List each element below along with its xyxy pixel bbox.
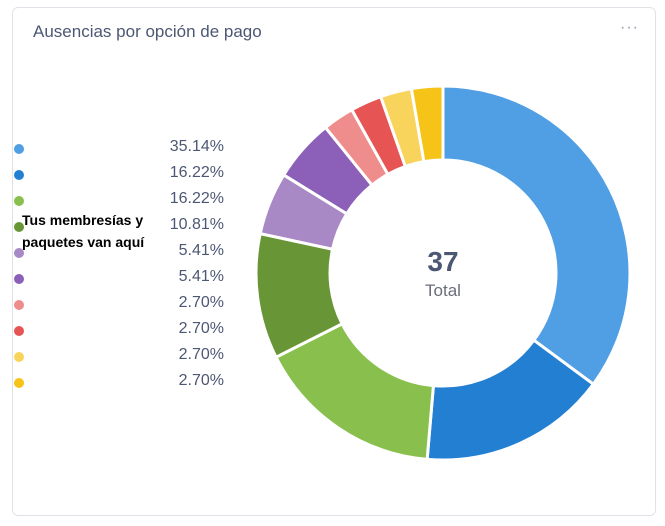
legend-color-dot: [14, 274, 24, 284]
donut-slice[interactable]: [409, 84, 445, 164]
legend-item[interactable]: 2.70%: [14, 292, 224, 318]
legend-percent: 2.70%: [178, 320, 224, 337]
legend-color-dot: [14, 300, 24, 310]
total-value: 37: [427, 246, 459, 277]
legend-percent: 16.22%: [169, 164, 224, 181]
card-title: Ausencias por opción de pago: [33, 22, 262, 41]
legend-percent: 2.70%: [178, 294, 224, 311]
legend-color-dot: [14, 222, 24, 232]
donut-slice[interactable]: [441, 84, 632, 387]
membership-note: Tus membresías y paquetes van aquí: [22, 212, 145, 250]
legend-percent: 16.22%: [169, 190, 224, 207]
total-label: Total: [425, 281, 461, 300]
legend-item[interactable]: 16.22%: [14, 188, 224, 214]
legend-color-dot: [14, 326, 24, 336]
legend-color-dot: [14, 378, 24, 388]
legend-color-dot: [14, 352, 24, 362]
legend-item[interactable]: 2.70%: [14, 318, 224, 344]
legend-item[interactable]: 16.22%: [14, 162, 224, 188]
legend-item[interactable]: 10.81%: [14, 214, 224, 240]
legend-percent: 2.70%: [178, 346, 224, 363]
chart-card: Ausencias por opción de pago ···: [12, 7, 656, 516]
legend-percent: 5.41%: [178, 268, 224, 285]
legend-item[interactable]: 5.41%: [14, 240, 224, 266]
legend-percent: 2.70%: [178, 372, 224, 389]
legend-percent: 5.41%: [178, 242, 224, 259]
legend-item[interactable]: 5.41%: [14, 266, 224, 292]
legend-percent: 35.14%: [169, 138, 224, 155]
more-options-icon[interactable]: ···: [620, 19, 639, 36]
legend-percent: 10.81%: [169, 216, 224, 233]
legend-color-dot: [14, 196, 24, 206]
legend-color-dot: [14, 170, 24, 180]
legend-item[interactable]: 35.14%: [14, 136, 224, 162]
legend-item[interactable]: 2.70%: [14, 370, 224, 396]
chart-legend: 35.14% 16.22% 16.22% 10.81% 5.41% 5.41% 2.70% 2…: [14, 136, 224, 396]
legend-item[interactable]: 2.70%: [14, 344, 224, 370]
legend-color-dot: [14, 248, 24, 258]
legend-color-dot: [14, 144, 24, 154]
